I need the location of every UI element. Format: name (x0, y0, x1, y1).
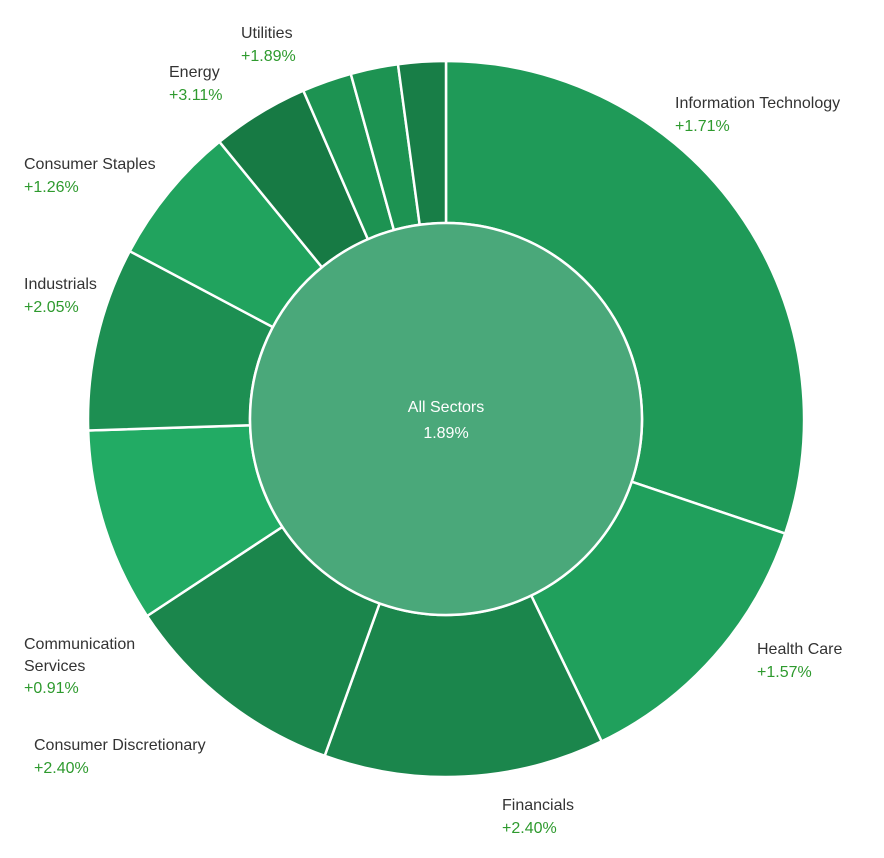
sector-change-communication-services: +0.91% (24, 680, 79, 697)
sector-name-industrials: Industrials (24, 276, 97, 293)
sector-name-utilities: Utilities (241, 25, 293, 42)
sector-change-utilities: +1.89% (241, 48, 296, 65)
sector-name-health-care: Health Care (757, 641, 842, 658)
sector-change-energy: +3.11% (169, 87, 223, 104)
sector-change-financials: +2.40% (502, 820, 557, 837)
sector-name-energy: Energy (169, 64, 220, 81)
sector-name-consumer-discretionary: Consumer Discretionary (34, 737, 206, 754)
sector-change-consumer-staples: +1.26% (24, 179, 79, 196)
sector-labels: Information Technology +1.71% Health Care +… (24, 25, 842, 837)
center-value: 1.89% (423, 425, 468, 442)
sector-name-consumer-staples: Consumer Staples (24, 156, 156, 173)
sector-name-financials: Financials (502, 797, 574, 814)
sector-segments (86, 59, 806, 779)
sector-change-consumer-discretionary: +2.40% (34, 760, 89, 777)
sector-change-information-technology: +1.71% (675, 118, 730, 135)
sector-change-health-care: +1.57% (757, 664, 812, 681)
sector-name-communication-services-line-1: Services (24, 658, 85, 675)
center-all-sectors-circle[interactable] (248, 221, 644, 617)
sector-change-industrials: +2.05% (24, 299, 79, 316)
center-label: All Sectors (408, 399, 484, 416)
sector-name-communication-services-line-0: Communication (24, 636, 135, 653)
sector-name-information-technology: Information Technology (675, 95, 840, 112)
